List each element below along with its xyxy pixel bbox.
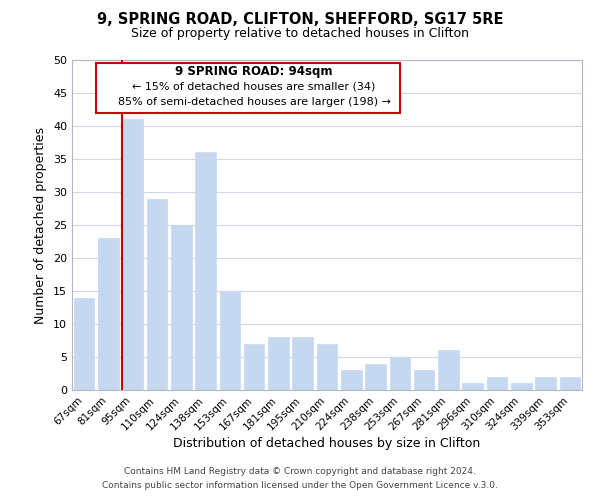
Bar [98, 238, 119, 390]
Bar [195, 152, 216, 390]
Bar [438, 350, 459, 390]
FancyBboxPatch shape [96, 64, 400, 113]
Text: 9 SPRING ROAD: 94sqm: 9 SPRING ROAD: 94sqm [175, 66, 333, 78]
Bar [511, 384, 532, 390]
Text: 9, SPRING ROAD, CLIFTON, SHEFFORD, SG17 5RE: 9, SPRING ROAD, CLIFTON, SHEFFORD, SG17 … [97, 12, 503, 28]
Text: 85% of semi-detached houses are larger (198) →: 85% of semi-detached houses are larger (… [118, 97, 391, 107]
Bar [463, 384, 483, 390]
X-axis label: Distribution of detached houses by size in Clifton: Distribution of detached houses by size … [173, 438, 481, 450]
Bar [341, 370, 362, 390]
Text: Contains HM Land Registry data © Crown copyright and database right 2024.: Contains HM Land Registry data © Crown c… [124, 467, 476, 476]
Bar [171, 225, 191, 390]
Bar [122, 120, 143, 390]
Bar [487, 377, 508, 390]
Bar [74, 298, 94, 390]
Bar [268, 337, 289, 390]
Bar [414, 370, 434, 390]
Bar [365, 364, 386, 390]
Bar [535, 377, 556, 390]
Bar [292, 337, 313, 390]
Bar [389, 357, 410, 390]
Bar [560, 377, 580, 390]
Bar [317, 344, 337, 390]
Bar [146, 198, 167, 390]
Y-axis label: Number of detached properties: Number of detached properties [34, 126, 47, 324]
Bar [244, 344, 265, 390]
Text: ← 15% of detached houses are smaller (34): ← 15% of detached houses are smaller (34… [133, 81, 376, 91]
Bar [220, 291, 240, 390]
Text: Contains public sector information licensed under the Open Government Licence v.: Contains public sector information licen… [102, 481, 498, 490]
Text: Size of property relative to detached houses in Clifton: Size of property relative to detached ho… [131, 28, 469, 40]
